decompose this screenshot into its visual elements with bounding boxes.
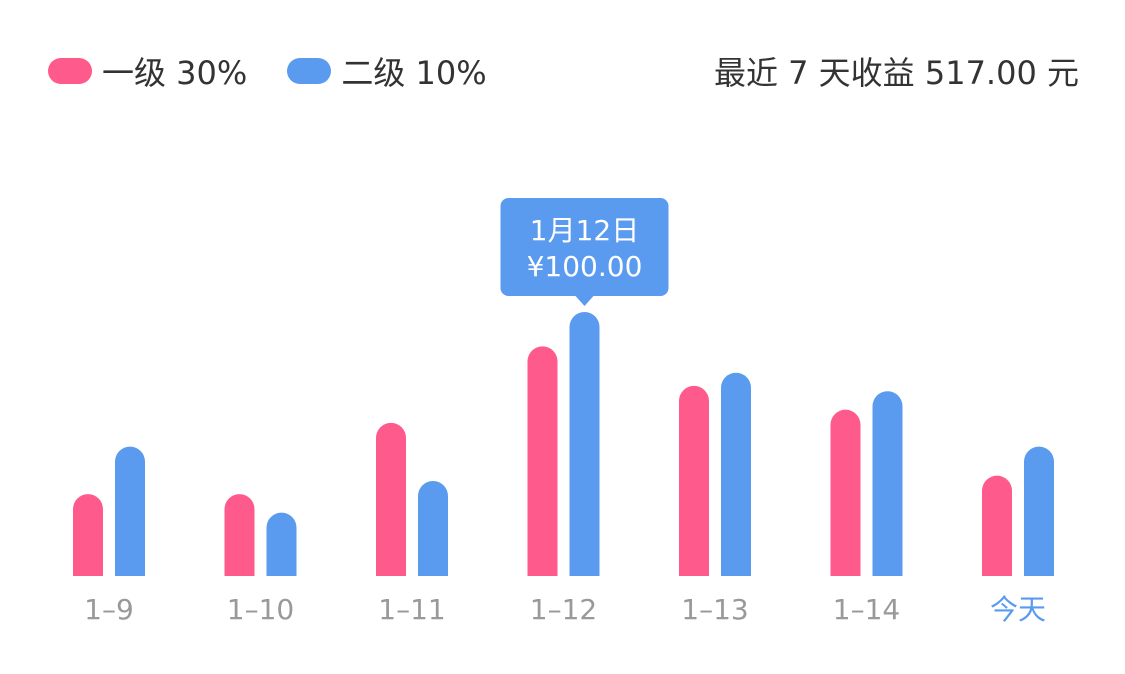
- bar-s1-c1[interactable]: [73, 494, 103, 576]
- bar-s1-c7[interactable]: [982, 475, 1012, 576]
- x-tick-label: 1–12: [530, 593, 597, 626]
- tooltip-box: [500, 198, 669, 296]
- x-tick-label: 1–11: [378, 593, 445, 626]
- legend-item-level2: 二级 10%: [287, 48, 487, 94]
- bar-s2-c3[interactable]: [418, 480, 448, 576]
- bar-s2-c1[interactable]: [115, 446, 145, 576]
- x-tick-label: 今天: [990, 593, 1046, 626]
- legend-label-level2: 二级 10%: [341, 54, 487, 92]
- legend-swatch-level1: [48, 58, 92, 84]
- bar-s2-c6[interactable]: [872, 391, 903, 576]
- x-tick-label: 1–10: [227, 593, 294, 626]
- bar-s1-c4[interactable]: [527, 346, 558, 576]
- tooltip-value: ¥100.00: [527, 250, 643, 283]
- x-tick-label: 1–14: [833, 593, 900, 626]
- bar-s2-c5[interactable]: [721, 372, 751, 576]
- earnings-summary: 最近 7 天收益 517.00 元: [713, 54, 1079, 92]
- legend-item-level1: 一级 30%: [48, 48, 247, 94]
- bar-s1-c3[interactable]: [376, 422, 406, 576]
- tooltip: 1月12日¥100.00: [500, 198, 669, 306]
- bar-s2-c2[interactable]: [266, 512, 297, 576]
- bar-s2-c4[interactable]: [569, 312, 600, 576]
- x-tick-label: 1–9: [84, 593, 134, 626]
- legend: 一级 30% 二级 10%: [48, 48, 527, 94]
- legend-swatch-level2: [287, 58, 332, 84]
- bar-s2-c7[interactable]: [1024, 446, 1054, 576]
- x-tick-label: 1–13: [681, 593, 748, 626]
- tooltip-date: 1月12日: [530, 214, 639, 247]
- bar-s1-c2[interactable]: [224, 494, 255, 576]
- tooltip-pointer: [575, 296, 594, 306]
- bar-s1-c5[interactable]: [679, 385, 709, 576]
- legend-label-level1: 一级 30%: [102, 54, 248, 92]
- bar-s1-c6[interactable]: [830, 409, 861, 576]
